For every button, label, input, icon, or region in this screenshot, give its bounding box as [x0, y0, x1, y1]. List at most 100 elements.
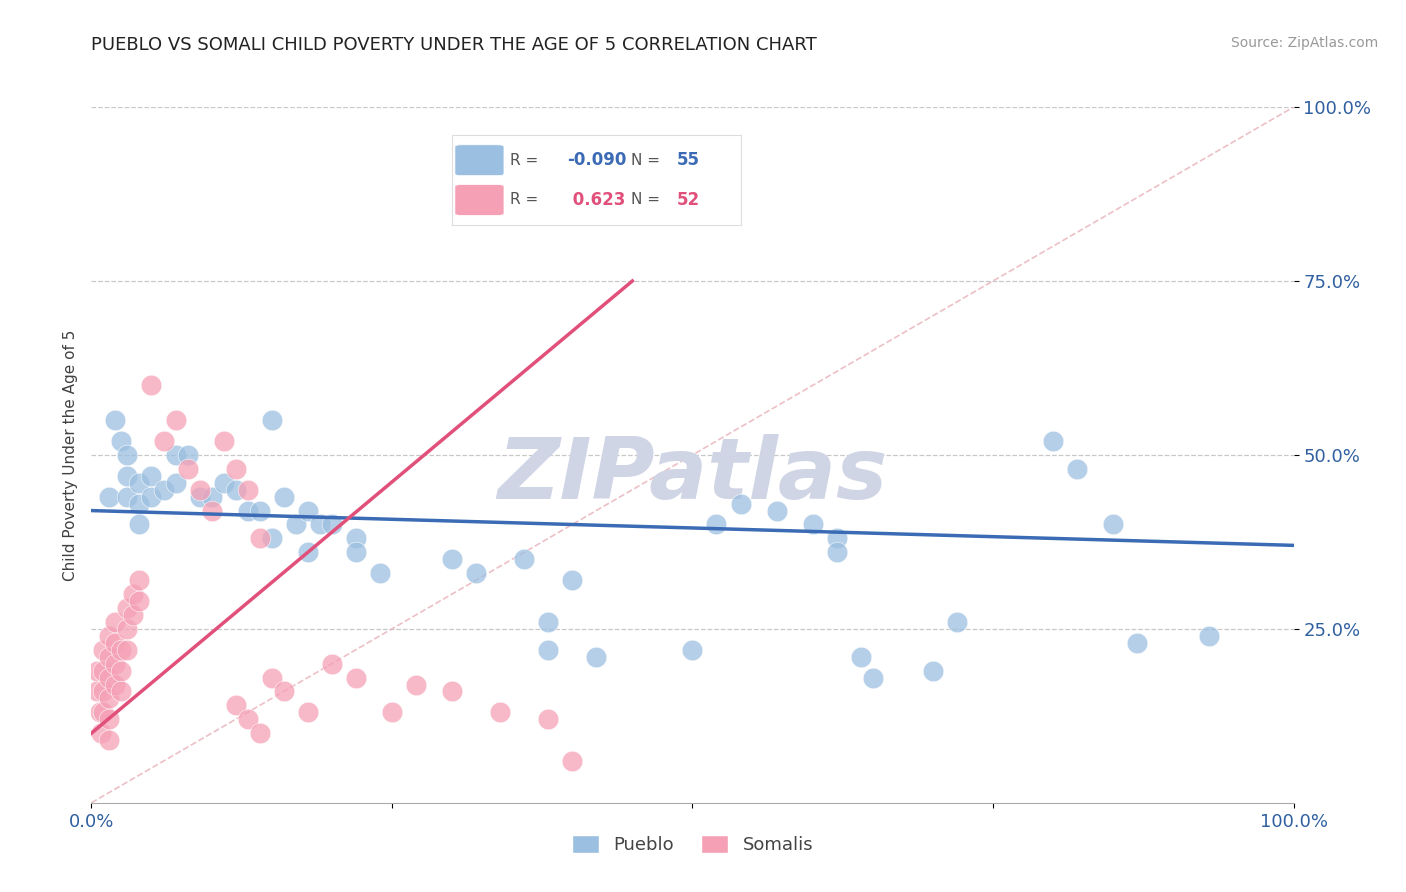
Point [212, 434, 235, 448]
Point [1102, 517, 1125, 532]
Point [128, 475, 150, 490]
Point [188, 490, 211, 504]
Point [152, 434, 174, 448]
Point [176, 462, 198, 476]
Point [141, 378, 163, 392]
Point [1126, 636, 1149, 650]
Point [730, 497, 752, 511]
Point [117, 490, 139, 504]
Point [165, 413, 187, 427]
Point [1042, 434, 1064, 448]
FancyBboxPatch shape [456, 145, 503, 176]
Point [849, 649, 872, 664]
Point [249, 503, 271, 517]
Point [236, 712, 259, 726]
Point [98, 712, 121, 726]
Point [141, 468, 163, 483]
Point [465, 566, 488, 581]
Text: 52: 52 [678, 191, 700, 209]
Point [93, 706, 115, 720]
Point [104, 657, 127, 671]
Point [1066, 462, 1088, 476]
Point [104, 413, 127, 427]
Point [801, 517, 824, 532]
Point [825, 532, 848, 546]
Point [249, 532, 271, 546]
Point [110, 434, 132, 448]
Point [93, 664, 115, 678]
Point [561, 573, 583, 587]
Point [104, 677, 127, 691]
Point [86, 664, 108, 678]
Point [537, 642, 560, 657]
Point [297, 706, 319, 720]
Point [86, 684, 108, 698]
Point [225, 698, 247, 713]
Point [260, 532, 283, 546]
Point [922, 664, 945, 678]
Point [344, 671, 367, 685]
Point [765, 503, 787, 517]
Text: 0.623: 0.623 [568, 191, 626, 209]
Point [706, 517, 728, 532]
Point [513, 552, 536, 566]
Point [225, 483, 247, 497]
Point [98, 671, 121, 685]
Point [98, 649, 121, 664]
Point [344, 532, 367, 546]
Point [537, 615, 560, 629]
Point [141, 490, 163, 504]
Point [440, 552, 463, 566]
Point [249, 726, 271, 740]
Point [321, 657, 343, 671]
Point [368, 566, 391, 581]
Point [128, 573, 150, 587]
Text: PUEBLO VS SOMALI CHILD POVERTY UNDER THE AGE OF 5 CORRELATION CHART: PUEBLO VS SOMALI CHILD POVERTY UNDER THE… [91, 36, 817, 54]
Point [117, 622, 139, 636]
Point [128, 594, 150, 608]
Point [122, 607, 145, 622]
Point [201, 490, 224, 504]
Point [90, 726, 112, 740]
Point [93, 642, 115, 657]
Point [273, 490, 295, 504]
Point [273, 684, 295, 698]
Point [260, 413, 283, 427]
Point [260, 671, 283, 685]
Point [122, 587, 145, 601]
Point [862, 671, 884, 685]
Point [152, 483, 174, 497]
Point [93, 684, 115, 698]
Text: R =: R = [510, 153, 538, 168]
Point [946, 615, 969, 629]
Point [440, 684, 463, 698]
Point [236, 503, 259, 517]
Text: N =: N = [631, 153, 659, 168]
Point [117, 642, 139, 657]
Point [117, 448, 139, 462]
Point [165, 475, 187, 490]
Legend: Pueblo, Somalis: Pueblo, Somalis [562, 826, 823, 863]
Point [297, 503, 319, 517]
Point [110, 684, 132, 698]
Point [344, 545, 367, 559]
Text: 55: 55 [678, 152, 700, 169]
Point [176, 448, 198, 462]
Point [104, 636, 127, 650]
Point [297, 545, 319, 559]
Point [236, 483, 259, 497]
Point [308, 517, 330, 532]
Point [225, 462, 247, 476]
Point [381, 706, 404, 720]
Point [405, 677, 427, 691]
Point [128, 517, 150, 532]
Point [188, 483, 211, 497]
Point [681, 642, 703, 657]
Point [98, 629, 121, 643]
Point [1198, 629, 1220, 643]
Text: ZIPatlas: ZIPatlas [498, 434, 887, 517]
Text: -0.090: -0.090 [568, 152, 627, 169]
Point [128, 497, 150, 511]
Point [201, 503, 224, 517]
Point [89, 706, 111, 720]
